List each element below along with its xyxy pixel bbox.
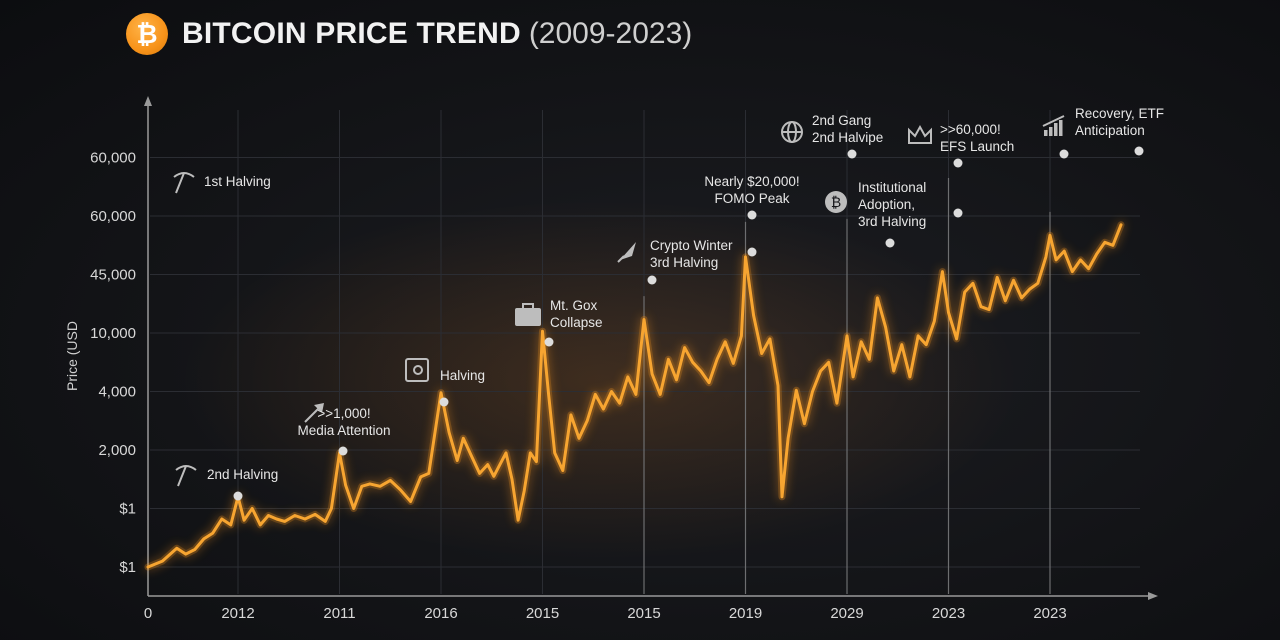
annotation-dot — [747, 210, 757, 220]
vault-icon — [405, 358, 429, 382]
annotation-text: 2nd Gang — [812, 113, 871, 128]
arrow-up-icon — [304, 403, 324, 423]
growth-chart-icon — [1042, 115, 1065, 136]
annotation: ₿ Institutional Adoption, 3rd Halving — [825, 180, 926, 248]
pickaxe-icon — [173, 172, 195, 194]
x-tick-label: 2012 — [221, 605, 254, 622]
annotation-text: Anticipation — [1075, 123, 1145, 138]
y-tick-label: $1 — [119, 559, 136, 576]
x-tick-label: 2023 — [1033, 605, 1066, 622]
y-tick-label: 2,000 — [98, 442, 136, 459]
chart-title: BITCOIN PRICE TREND (2009-2023) — [182, 17, 692, 51]
annotation-text: Adoption, — [858, 197, 915, 212]
annotation-text: 3rd Halving — [858, 214, 926, 229]
annotation: Halving — [405, 358, 485, 407]
annotation-dot — [885, 238, 895, 248]
y-tick-label: 60,000 — [90, 150, 136, 167]
crown-icon — [908, 124, 932, 144]
y-axis-label: Price (USD — [64, 321, 80, 391]
annotation-text: Collapse — [550, 315, 603, 330]
annotation-dot — [439, 397, 449, 407]
annotation-dot — [1134, 146, 1144, 156]
x-tick-label: 2011 — [323, 605, 355, 622]
annotation-dot — [338, 446, 348, 456]
annotation-text: >>1,000! — [317, 406, 370, 421]
annotation: Crypto Winter 3rd Halving — [617, 238, 733, 285]
annotation-text: EFS Launch — [940, 139, 1014, 154]
annotation-dot — [544, 337, 554, 347]
annotation: 2nd Halving — [175, 465, 278, 501]
annotation-text: Nearly $20,000! — [704, 174, 799, 189]
x-tick-label: 2029 — [830, 605, 863, 622]
annotation-text: Recovery, ETF — [1075, 106, 1164, 121]
annotation-dot — [953, 158, 963, 168]
price-series — [144, 221, 1125, 571]
annotation: Mt. Gox Collapse — [515, 298, 603, 347]
axes — [144, 96, 1158, 600]
y-axis-arrow-icon — [144, 96, 152, 106]
y-tick-labels: $1 $1 2,000 4,000 10,000 45,000 60,000 60,000 — [90, 150, 136, 577]
annotation-dot — [1059, 149, 1069, 159]
annotation-text: 3rd Halving — [650, 255, 718, 270]
pickaxe-icon — [175, 465, 197, 487]
annotation: Nearly $20,000! FOMO Peak — [704, 174, 800, 257]
coin-icon: ₿ — [825, 191, 847, 213]
annotation: 1st Halving — [173, 172, 271, 194]
x-tick-labels: 0 2012 2011 2016 2015 2015 2019 2029 2023 2023 — [144, 605, 1067, 622]
annotation-text: Institutional — [858, 180, 926, 195]
annotation-dot — [847, 149, 857, 159]
x-tick-label: 0 — [144, 605, 152, 622]
price-line — [146, 223, 1123, 569]
annotation-dot — [233, 491, 243, 501]
y-tick-label: 45,000 — [90, 267, 136, 284]
chart-title-main: BITCOIN PRICE TREND — [182, 17, 521, 50]
annotations: 1st Halving 2nd Halving >>1,000! Media Atte… — [173, 106, 1164, 501]
annotation: 2nd Gang 2nd Halvipe — [781, 113, 883, 159]
x-tick-label: 2015 — [526, 605, 559, 622]
y-tick-label: 10,000 — [90, 325, 136, 342]
briefcase-icon — [515, 303, 541, 326]
bitcoin-logo-icon: ₿ — [126, 13, 168, 55]
annotation: >>60,000! EFS Launch — [908, 122, 1014, 218]
x-tick-label: 2019 — [729, 605, 762, 622]
annotation: Recovery, ETF Anticipation — [1042, 106, 1164, 159]
y-tick-label: 60,000 — [90, 208, 136, 225]
annotation-text: >>60,000! — [940, 122, 1001, 137]
x-tick-label: 2023 — [932, 605, 965, 622]
x-tick-label: 2016 — [424, 605, 457, 622]
annotation-text: 2nd Halving — [207, 467, 278, 482]
annotation-text: Media Attention — [297, 423, 390, 438]
rocket-icon — [617, 242, 636, 263]
y-tick-label: 4,000 — [98, 384, 136, 401]
annotation-text: Crypto Winter — [650, 238, 733, 253]
annotation-dot — [953, 208, 963, 218]
annotation-text: Mt. Gox — [550, 298, 598, 313]
globe-icon — [781, 121, 803, 143]
background-haze — [180, 200, 1020, 560]
annotation-dot — [647, 275, 657, 285]
annotation: >>1,000! Media Attention — [297, 403, 391, 456]
y-tick-label: $1 — [119, 501, 136, 518]
annotation-text: FOMO Peak — [714, 191, 789, 206]
annotation-text: 2nd Halvipe — [812, 130, 883, 145]
x-tick-label: 2015 — [627, 605, 660, 622]
annotation-text: 1st Halving — [204, 174, 271, 189]
chart-title-years: (2009-2023) — [528, 17, 693, 50]
x-axis-arrow-icon — [1148, 592, 1158, 600]
chart-header: ₿ BITCOIN PRICE TREND (2009-2023) — [126, 12, 692, 56]
annotation-text: Halving — [440, 368, 485, 383]
svg-text:₿: ₿ — [831, 195, 841, 211]
annotation-dot — [747, 247, 757, 257]
